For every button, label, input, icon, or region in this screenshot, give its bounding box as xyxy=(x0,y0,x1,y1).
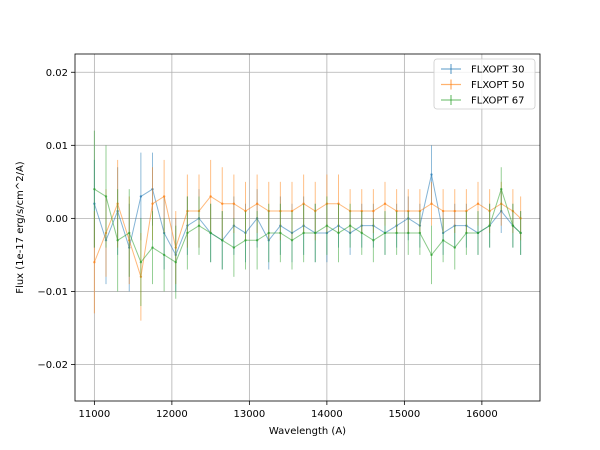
y-tick-label: −0.01 xyxy=(37,287,68,298)
data-point xyxy=(162,195,166,198)
data-point xyxy=(302,231,305,235)
data-point xyxy=(279,231,282,235)
data-point xyxy=(430,253,433,257)
data-point xyxy=(430,202,433,205)
data-point xyxy=(337,231,340,235)
data-point xyxy=(93,187,96,191)
data-point xyxy=(430,173,433,176)
ticks: 11000 12000 13000 14000 15000 16000 −0.02 −0.01… xyxy=(37,68,497,420)
y-axis-label: Flux (1e-17 erg/s/cm^2/A) xyxy=(15,161,26,293)
data-point xyxy=(174,261,177,264)
legend-label: FLXOPT 30 xyxy=(471,65,524,76)
data-point xyxy=(465,231,468,235)
data-point xyxy=(139,261,143,264)
legend-label: FLXOPT 67 xyxy=(471,96,524,107)
data-point xyxy=(255,202,259,205)
data-point xyxy=(139,195,143,198)
data-point xyxy=(372,209,375,213)
x-tick-label: 11000 xyxy=(78,409,110,420)
data-point xyxy=(116,239,119,242)
x-tick-label: 12000 xyxy=(156,409,188,420)
legend: FLXOPT 30 FLXOPT 50 FLXOPT 67 xyxy=(433,58,536,110)
x-tick-label: 15000 xyxy=(388,409,420,420)
x-tick-label: 16000 xyxy=(466,409,498,420)
data-point xyxy=(476,202,480,205)
data-point xyxy=(232,202,236,205)
data-point xyxy=(221,239,224,242)
data-point xyxy=(519,231,522,235)
data-point xyxy=(255,239,259,242)
data-point xyxy=(395,231,398,235)
data-point xyxy=(453,209,456,213)
series-line xyxy=(93,174,521,257)
data-point xyxy=(453,246,456,249)
data-point xyxy=(267,231,270,235)
data-point xyxy=(209,231,212,235)
y-tick-label: 0.00 xyxy=(46,214,68,225)
legend-label: FLXOPT 50 xyxy=(471,80,524,91)
data-point xyxy=(314,231,317,235)
data-point xyxy=(500,187,503,191)
data-point xyxy=(441,209,445,213)
data-point xyxy=(383,231,387,235)
data-point xyxy=(372,239,375,242)
y-tick-label: 0.02 xyxy=(46,68,68,79)
data-point xyxy=(186,231,189,235)
data-point xyxy=(476,231,480,235)
data-point xyxy=(104,195,108,198)
y-tick-label: −0.02 xyxy=(37,360,68,371)
data-point xyxy=(488,224,491,227)
data-point xyxy=(418,231,422,235)
axes-frame xyxy=(74,53,541,402)
data-point xyxy=(407,231,410,235)
data-point xyxy=(290,239,294,242)
x-tick-label: 14000 xyxy=(311,409,343,420)
series-line xyxy=(94,187,521,264)
y-tick-label: 0.01 xyxy=(46,141,68,152)
legend-frame xyxy=(433,58,536,110)
series-line xyxy=(93,195,521,277)
data-point xyxy=(162,253,166,257)
data-point xyxy=(93,261,96,264)
data-point xyxy=(128,231,131,235)
data-point xyxy=(197,224,201,227)
data-point xyxy=(209,195,212,198)
data-point xyxy=(151,246,154,249)
x-axis-label: Wavelength (A) xyxy=(269,426,346,437)
data-point xyxy=(511,224,515,227)
series-layer xyxy=(93,130,522,321)
data-point xyxy=(325,224,329,227)
x-tick-label: 13000 xyxy=(233,409,265,420)
data-point xyxy=(232,246,236,249)
data-point xyxy=(244,239,247,242)
data-point xyxy=(221,202,224,205)
data-point xyxy=(383,202,387,205)
data-point xyxy=(441,239,445,242)
series-2 xyxy=(93,130,522,307)
data-point xyxy=(348,224,352,227)
data-point xyxy=(360,231,363,235)
data-point xyxy=(151,202,154,205)
